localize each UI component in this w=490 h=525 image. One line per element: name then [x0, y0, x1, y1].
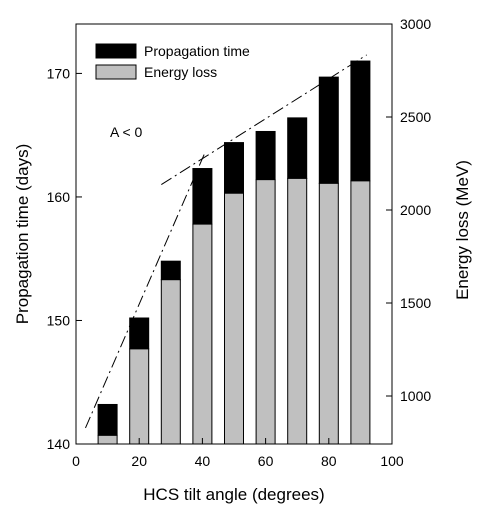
bar-energy-loss: [287, 177, 308, 445]
trend-lines-group: [85, 54, 367, 429]
bar-energy-loss: [97, 434, 118, 445]
trend-line-1: [85, 151, 207, 429]
bar-propagation-time: [318, 76, 339, 184]
x-axis-label: HCS tilt angle (degrees): [143, 485, 324, 504]
left-y-tick-label: 150: [47, 312, 71, 328]
bar-energy-loss: [318, 182, 339, 445]
legend-label-propagation-time: Propagation time: [144, 43, 250, 59]
legend-label-energy-loss: Energy loss: [144, 64, 217, 80]
x-tick-label: 20: [131, 453, 147, 469]
bar-energy-loss: [224, 192, 244, 445]
right-y-tick-label: 1000: [400, 388, 431, 404]
legend-swatch-propagation-time: [95, 43, 137, 59]
right-y-axis-ticks: 1000 1500 2000 2500 3000: [386, 16, 431, 404]
right-y-tick-label: 1500: [400, 295, 431, 311]
bar-energy-loss: [255, 179, 276, 445]
right-y-tick-label: 2500: [400, 109, 431, 125]
bar-propagation-time: [255, 130, 276, 181]
bar-propagation-time: [350, 60, 371, 182]
x-tick-label: 0: [72, 453, 80, 469]
bar-energy-loss: [160, 279, 181, 445]
bar-energy-loss: [129, 348, 150, 445]
bar-propagation-time: [129, 317, 150, 350]
bar-propagation-time: [224, 142, 244, 194]
annotation-a-less-than-zero: A < 0: [110, 124, 143, 140]
bar-propagation-time: [192, 168, 213, 225]
bar-energy-loss: [350, 180, 371, 445]
left-y-tick-label: 170: [47, 65, 71, 81]
bar-propagation-time: [287, 117, 308, 179]
x-tick-label: 60: [258, 453, 274, 469]
right-y-tick-label: 2000: [400, 202, 431, 218]
legend-swatch-energy-loss: [95, 64, 137, 80]
x-axis-ticks: 0 20 40 60 80 100: [72, 438, 404, 469]
x-tick-label: 100: [380, 453, 404, 469]
bars-group: [97, 60, 371, 445]
bar-propagation-time: [97, 403, 118, 436]
trend-line-2: [161, 54, 367, 186]
bar-propagation-time: [160, 260, 181, 281]
x-tick-label: 40: [195, 453, 211, 469]
right-y-tick-label: 3000: [400, 16, 431, 32]
left-y-tick-label: 140: [47, 436, 71, 452]
x-tick-label: 80: [321, 453, 337, 469]
bar-energy-loss: [192, 223, 213, 445]
left-y-tick-label: 160: [47, 189, 71, 205]
left-y-axis-ticks: 140 150 160 170: [47, 65, 82, 452]
right-y-axis-label: Energy loss (MeV): [453, 160, 472, 300]
left-y-axis-label: Propagation time (days): [13, 144, 32, 324]
